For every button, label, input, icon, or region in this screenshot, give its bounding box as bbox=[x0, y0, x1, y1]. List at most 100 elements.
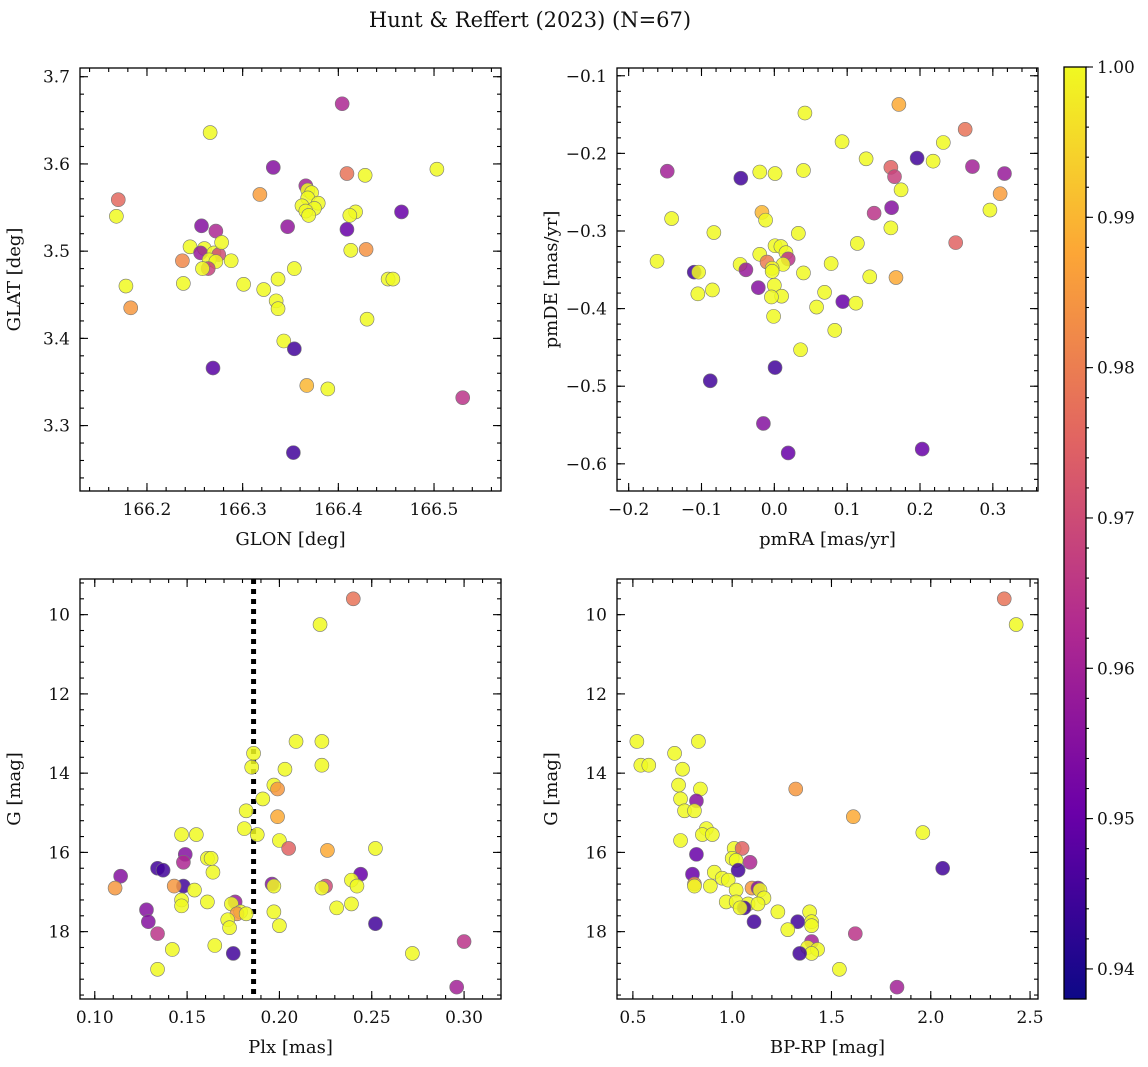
y-tick-label: 18 bbox=[585, 923, 607, 943]
data-point bbox=[244, 759, 260, 775]
data-point bbox=[957, 122, 973, 137]
data-point bbox=[846, 809, 861, 825]
figure-title: Hunt & Reffert (2023) (N=67) bbox=[369, 8, 691, 32]
data-point bbox=[925, 153, 941, 169]
data-point bbox=[884, 200, 899, 216]
data-point bbox=[175, 253, 190, 269]
data-point bbox=[281, 841, 296, 856]
data-point bbox=[629, 734, 645, 749]
y-tick-label: 18 bbox=[48, 923, 70, 943]
data-point bbox=[804, 918, 819, 933]
data-point bbox=[314, 757, 330, 773]
data-point bbox=[691, 734, 706, 749]
data-point bbox=[732, 900, 748, 916]
data-point bbox=[357, 167, 373, 183]
data-point bbox=[329, 900, 344, 916]
data-point bbox=[862, 269, 878, 285]
data-point bbox=[270, 301, 286, 317]
x-tick-label: 0.0 bbox=[761, 500, 788, 520]
data-point bbox=[287, 341, 302, 357]
data-point bbox=[150, 961, 165, 977]
data-point bbox=[858, 151, 874, 167]
data-point bbox=[174, 898, 189, 914]
data-point bbox=[246, 746, 261, 761]
data-point bbox=[312, 617, 328, 632]
data-point bbox=[314, 734, 330, 749]
data-point bbox=[141, 914, 156, 930]
data-point bbox=[909, 150, 925, 166]
data-point bbox=[766, 309, 781, 324]
data-point bbox=[270, 781, 285, 797]
data-point bbox=[205, 360, 221, 376]
data-point bbox=[299, 378, 315, 393]
data-point bbox=[301, 208, 316, 223]
data-point bbox=[965, 159, 980, 174]
x-tick-label: 0.5 bbox=[619, 1008, 646, 1028]
panel-4: 0.5 1.0 1.5 2.0 2.5 10 12 14 16 18 BP-RP [mag] G [m… bbox=[541, 578, 1044, 1058]
y-tick-label: −0.3 bbox=[566, 222, 607, 242]
data-point bbox=[835, 294, 851, 309]
x-tick-label: 166.3 bbox=[218, 500, 267, 520]
x-tick-label: 0.3 bbox=[979, 500, 1006, 520]
x-tick-label: 0.10 bbox=[76, 1008, 114, 1028]
colorbar-tick-label: 0.94 bbox=[1097, 960, 1135, 980]
y-tick-label: −0.5 bbox=[566, 377, 607, 397]
data-point bbox=[848, 926, 863, 941]
data-point bbox=[793, 342, 808, 358]
x-tick-label: 0.1 bbox=[834, 500, 861, 520]
panel-3: 0.10 0.15 0.20 0.25 0.30 10 12 14 16 18 Plx [mas] G… bbox=[4, 578, 502, 1058]
data-point bbox=[349, 878, 365, 894]
data-point bbox=[997, 166, 1012, 181]
data-point bbox=[339, 222, 355, 237]
data-point bbox=[935, 860, 950, 876]
data-point bbox=[368, 841, 383, 856]
data-point bbox=[314, 880, 330, 896]
data-point bbox=[276, 333, 292, 349]
data-point bbox=[150, 926, 165, 941]
data-point bbox=[720, 872, 736, 888]
data-point bbox=[788, 781, 804, 797]
data-point bbox=[236, 276, 251, 292]
data-point bbox=[891, 97, 907, 112]
colorbar-tick-label: 0.99 bbox=[1097, 208, 1135, 228]
data-point bbox=[249, 827, 265, 842]
data-point bbox=[225, 946, 241, 961]
data-point bbox=[429, 161, 445, 177]
data-point bbox=[110, 192, 126, 207]
data-point bbox=[165, 942, 180, 957]
data-point bbox=[834, 134, 850, 150]
points-group bbox=[109, 96, 471, 460]
data-point bbox=[667, 746, 682, 761]
data-point bbox=[286, 445, 301, 460]
data-point bbox=[223, 253, 239, 269]
data-point bbox=[320, 381, 336, 397]
data-point bbox=[358, 242, 374, 257]
colorbar-ticks: 0.94 0.95 0.96 0.97 0.98 0.99 1.00 bbox=[1086, 58, 1135, 980]
colorbar-gradient bbox=[1063, 66, 1087, 1000]
y-tick-label: 10 bbox=[48, 606, 70, 626]
data-point bbox=[742, 855, 758, 870]
data-point bbox=[659, 163, 675, 179]
data-point bbox=[893, 182, 909, 198]
data-point bbox=[738, 262, 754, 278]
data-point bbox=[936, 135, 951, 150]
data-point bbox=[123, 300, 139, 316]
data-point bbox=[705, 827, 720, 842]
data-point bbox=[705, 282, 720, 298]
data-point bbox=[256, 282, 272, 297]
data-point bbox=[764, 289, 779, 305]
data-point bbox=[455, 390, 471, 405]
data-point bbox=[767, 360, 783, 375]
panels: 166.2 166.3 166.4 166.5 3.3 3.4 3.5 3.6 3.7 GLON … bbox=[4, 67, 1044, 1058]
x-axis-label: pmRA [mas/yr] bbox=[759, 529, 896, 550]
data-point bbox=[266, 878, 282, 894]
data-point bbox=[687, 803, 702, 819]
y-tick-label: 12 bbox=[48, 685, 70, 705]
data-point bbox=[207, 938, 223, 953]
axes-frame bbox=[79, 67, 502, 492]
data-point bbox=[109, 208, 124, 224]
data-point bbox=[270, 271, 286, 287]
data-point bbox=[203, 851, 219, 866]
y-tick-label: −0.1 bbox=[566, 67, 607, 87]
